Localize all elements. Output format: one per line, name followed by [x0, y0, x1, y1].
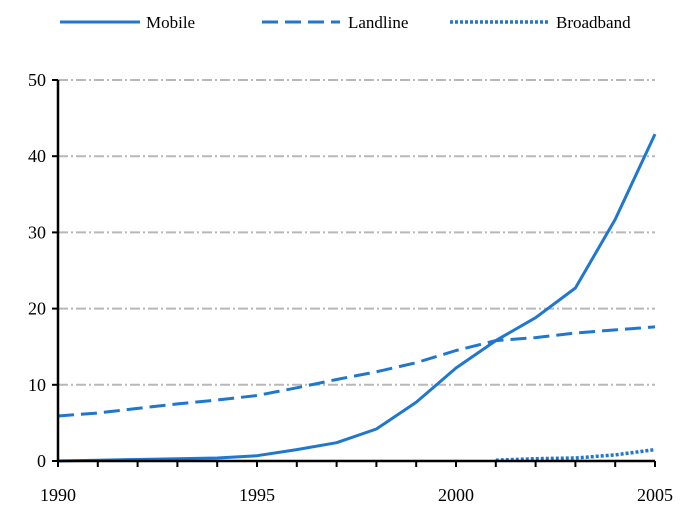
point-mobile-2000 — [454, 366, 458, 370]
point-landline-2000 — [454, 349, 458, 353]
point-mobile-1998 — [374, 427, 378, 431]
point-landline-1992 — [136, 406, 140, 410]
x-tick-label-1995: 1995 — [239, 485, 275, 505]
gridlines — [58, 79, 655, 386]
y-tick-label-40: 40 — [28, 146, 46, 166]
point-landline-1993 — [175, 402, 179, 406]
point-landline-2002 — [534, 336, 538, 340]
point-mobile-1995 — [255, 454, 259, 458]
point-mobile-1994 — [215, 456, 219, 460]
x-tick-label-1990: 1990 — [40, 485, 76, 505]
y-tick-label-0: 0 — [37, 451, 46, 471]
y-tick-label-20: 20 — [28, 299, 46, 319]
legend-item-broadband: Broadband — [450, 13, 631, 32]
point-mobile-2002 — [534, 316, 538, 320]
series-line-broadband — [495, 447, 656, 462]
legend-label-mobile: Mobile — [146, 13, 195, 32]
legend-item-mobile: Mobile — [60, 13, 195, 32]
tick-labels: 0 10 20 30 40 50 1990 1995 2000 2005 — [28, 70, 673, 505]
point-mobile-1996 — [295, 448, 299, 452]
x-tick-label-2000: 2000 — [438, 485, 474, 505]
point-landline-1997 — [335, 378, 339, 382]
point-broadband-2003 — [573, 456, 577, 460]
point-landline-1998 — [374, 370, 378, 374]
point-landline-2005 — [653, 325, 657, 329]
point-landline-2003 — [573, 331, 577, 335]
point-mobile-1999 — [414, 400, 418, 404]
legend-item-landline: Landline — [262, 13, 408, 32]
point-landline-1996 — [295, 386, 299, 390]
point-landline-2004 — [613, 328, 617, 332]
point-landline-1999 — [414, 361, 418, 365]
axes — [52, 79, 656, 467]
point-landline-1995 — [255, 394, 259, 398]
point-landline-2001 — [494, 339, 498, 343]
point-landline-1994 — [215, 398, 219, 402]
chart-legend: Mobile Landline Broadband — [60, 13, 631, 32]
series-line-mobile — [57, 133, 657, 463]
y-tick-label-10: 10 — [28, 375, 46, 395]
series-lines — [57, 132, 657, 463]
point-mobile-1997 — [335, 441, 339, 445]
point-landline-1991 — [96, 411, 100, 415]
point-broadband-2005 — [653, 448, 657, 452]
y-tick-label-30: 30 — [28, 222, 46, 242]
point-mobile-2004 — [613, 217, 617, 221]
x-tick-label-2005: 2005 — [637, 485, 673, 505]
point-mobile-2005 — [653, 132, 657, 136]
point-broadband-2004 — [613, 453, 617, 457]
legend-label-broadband: Broadband — [556, 13, 631, 32]
series-line-landline — [57, 325, 656, 418]
point-mobile-2003 — [573, 286, 577, 290]
legend-label-landline: Landline — [348, 13, 408, 32]
y-tick-label-50: 50 — [28, 70, 46, 90]
